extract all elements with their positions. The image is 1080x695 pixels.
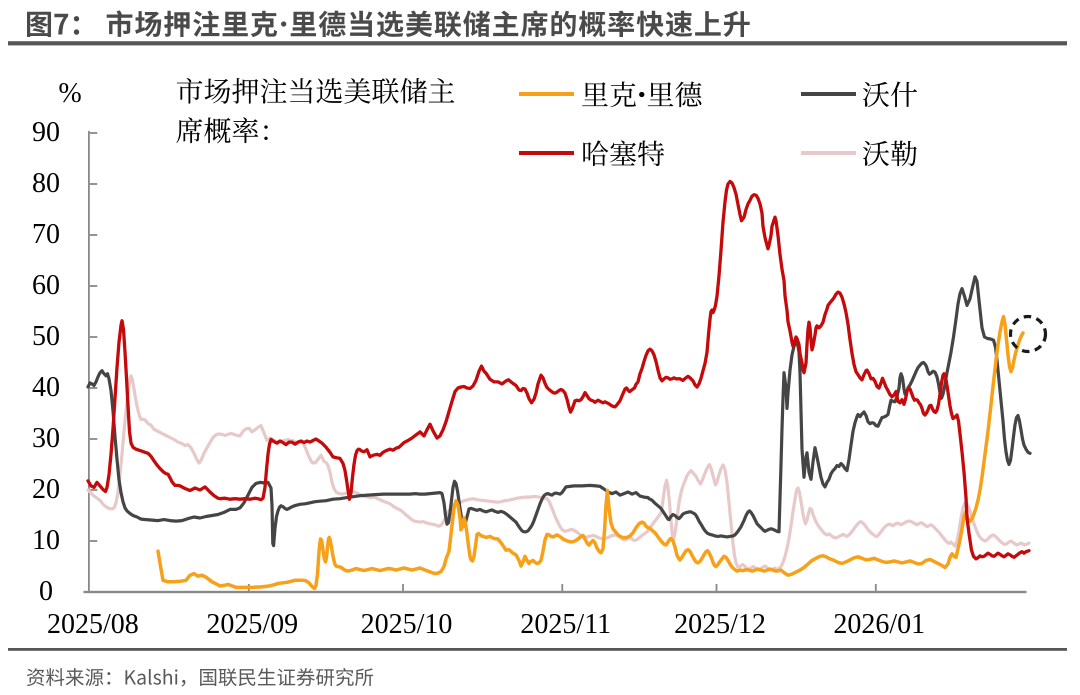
svg-text:50: 50 (32, 321, 60, 352)
svg-text:2025/09: 2025/09 (206, 609, 298, 640)
svg-text:2025/10: 2025/10 (361, 609, 453, 640)
svg-text:20: 20 (32, 474, 60, 505)
svg-text:%: % (58, 78, 81, 109)
svg-text:2025/08: 2025/08 (47, 609, 139, 640)
svg-text:2025/11: 2025/11 (520, 609, 611, 640)
svg-text:2025/12: 2025/12 (674, 609, 766, 640)
svg-text:40: 40 (32, 372, 60, 403)
svg-text:2026/01: 2026/01 (833, 609, 925, 640)
svg-text:60: 60 (32, 270, 60, 301)
svg-text:0: 0 (39, 576, 53, 607)
svg-text:10: 10 (32, 525, 60, 556)
svg-text:70: 70 (32, 219, 60, 250)
svg-text:90: 90 (32, 117, 60, 148)
svg-text:80: 80 (32, 168, 60, 199)
svg-text:30: 30 (32, 423, 60, 454)
